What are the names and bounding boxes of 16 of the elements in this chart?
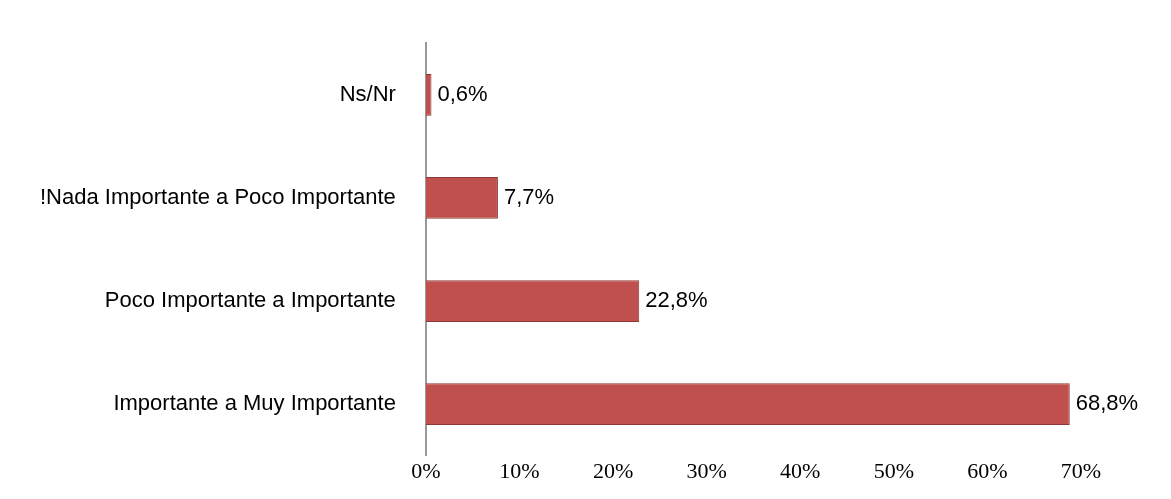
data-label: 22,8% xyxy=(645,287,708,313)
y-tick-label: !Nada Importante a Poco Importante xyxy=(39,183,396,209)
x-tick-label: 50% xyxy=(873,457,914,483)
y-tick-label: Ns/Nr xyxy=(339,80,396,106)
x-tick-label: 20% xyxy=(592,457,634,483)
x-tick-label: 70% xyxy=(1060,457,1102,483)
x-tick-label: 60% xyxy=(967,457,1008,483)
data-label: 7,7% xyxy=(503,183,555,209)
x-tick-label: 30% xyxy=(686,457,727,483)
data-label: 0,6% xyxy=(437,80,488,106)
data-label: 68,8% xyxy=(1075,390,1139,416)
y-tick-label: Importante a Muy Importante xyxy=(113,390,396,416)
x-tick-label: 0% xyxy=(411,457,441,483)
y-tick-label: Poco Importante a Importante xyxy=(104,287,396,313)
x-tick-label: 10% xyxy=(499,457,540,483)
x-tick-label: 40% xyxy=(780,457,821,483)
